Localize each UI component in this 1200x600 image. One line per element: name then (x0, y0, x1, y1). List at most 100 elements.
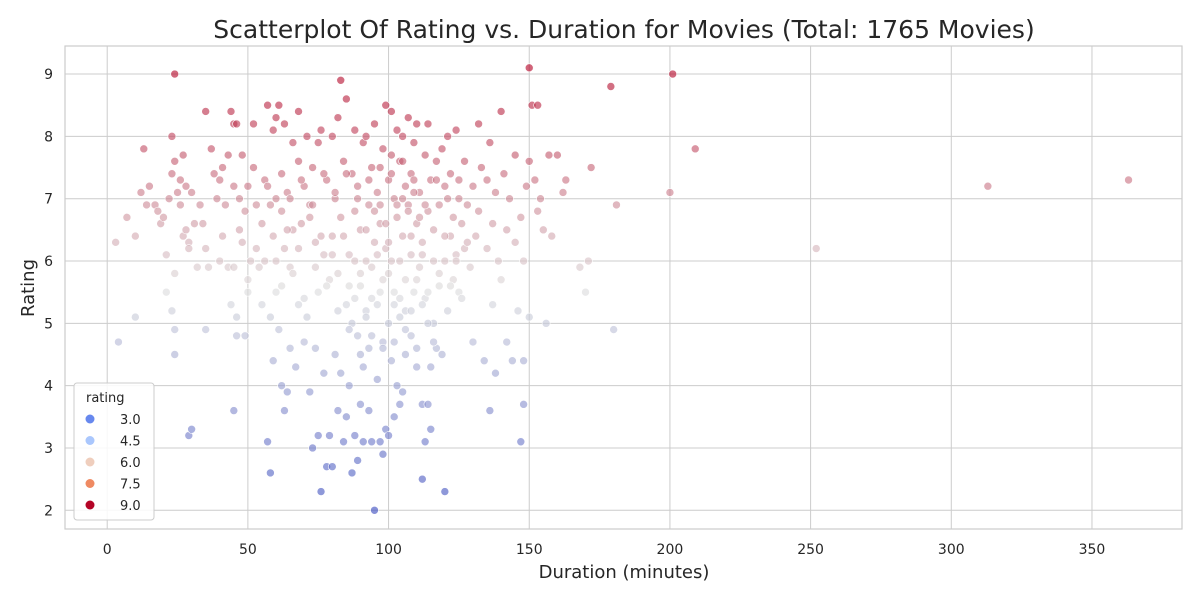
x-axis-label: Duration (minutes) (539, 562, 710, 583)
data-point (350, 256, 360, 266)
data-point (139, 144, 149, 154)
data-point (533, 100, 542, 110)
x-tick-label: 300 (938, 542, 965, 558)
data-point (367, 331, 376, 341)
data-point (513, 306, 523, 316)
data-point (229, 181, 239, 191)
data-point (161, 287, 171, 297)
data-point (257, 300, 267, 309)
data-point (226, 107, 236, 116)
x-tick-label: 350 (1079, 542, 1106, 558)
data-point (209, 169, 219, 179)
data-point (530, 175, 540, 185)
data-point (285, 343, 295, 353)
data-point (353, 194, 362, 203)
data-point (249, 119, 258, 129)
data-point (392, 125, 402, 135)
data-point (198, 219, 208, 228)
data-point (519, 356, 528, 366)
data-point (330, 350, 340, 359)
x-tick-label: 100 (375, 542, 402, 558)
data-point (420, 150, 430, 160)
data-point (327, 132, 337, 141)
data-point (319, 250, 329, 260)
data-point (277, 206, 286, 216)
data-point (384, 319, 393, 328)
data-point (336, 368, 346, 378)
data-point (339, 156, 348, 166)
data-point (395, 312, 405, 322)
data-point (336, 213, 346, 222)
legend-marker (85, 479, 95, 488)
data-point (454, 175, 464, 185)
data-point (274, 100, 284, 110)
data-point (375, 200, 385, 210)
data-point (468, 181, 478, 191)
legend-entries: 3.0 4.5 6.0 7.5 9.0 (85, 413, 141, 514)
data-point (609, 325, 618, 334)
data-point (280, 406, 289, 415)
data-point (356, 400, 365, 409)
data-point (364, 343, 374, 353)
data-point (176, 175, 185, 185)
data-point (423, 287, 433, 297)
data-point (516, 213, 526, 222)
data-point (440, 231, 450, 241)
data-point (178, 150, 188, 160)
x-tick-label: 50 (239, 542, 257, 558)
data-point (811, 244, 821, 253)
data-point (544, 150, 554, 160)
data-point (167, 132, 177, 141)
data-point (308, 163, 317, 172)
data-point (373, 188, 382, 197)
data-point (457, 294, 467, 303)
data-point (344, 381, 354, 390)
data-point (170, 269, 180, 278)
data-point (406, 306, 416, 316)
data-point (612, 200, 621, 210)
data-point (387, 150, 396, 160)
data-point (401, 325, 410, 334)
data-point (246, 256, 255, 266)
data-point (299, 294, 309, 303)
data-point (401, 350, 410, 359)
data-point (440, 256, 450, 266)
data-point (187, 188, 196, 197)
data-point (398, 156, 407, 166)
data-point (336, 75, 346, 85)
data-point (170, 350, 180, 359)
data-point (311, 262, 320, 272)
data-point (322, 281, 331, 291)
data-point (339, 437, 348, 447)
data-point (443, 194, 452, 203)
data-point (429, 225, 438, 235)
data-point (187, 424, 196, 434)
y-tick-label: 2 (44, 503, 53, 519)
data-point (316, 231, 326, 241)
data-point (375, 287, 385, 297)
data-point (313, 431, 323, 440)
data-point (558, 188, 568, 197)
data-point (448, 213, 458, 222)
data-point (426, 424, 436, 434)
data-point (395, 294, 405, 303)
data-point (584, 256, 593, 266)
data-point (277, 281, 286, 291)
data-point (358, 437, 368, 447)
data-point (395, 256, 405, 266)
data-point (311, 343, 320, 353)
data-point (370, 206, 379, 216)
legend-label: 4.5 (120, 435, 141, 450)
data-point (401, 181, 410, 191)
data-point (218, 163, 227, 172)
data-point (274, 325, 284, 334)
data-point (375, 437, 385, 447)
data-point (392, 381, 402, 390)
data-point (409, 287, 419, 297)
data-point (519, 400, 528, 409)
data-point (429, 256, 438, 266)
data-point (342, 412, 351, 422)
data-point (482, 175, 492, 185)
data-point (240, 331, 250, 341)
data-point (443, 306, 452, 316)
